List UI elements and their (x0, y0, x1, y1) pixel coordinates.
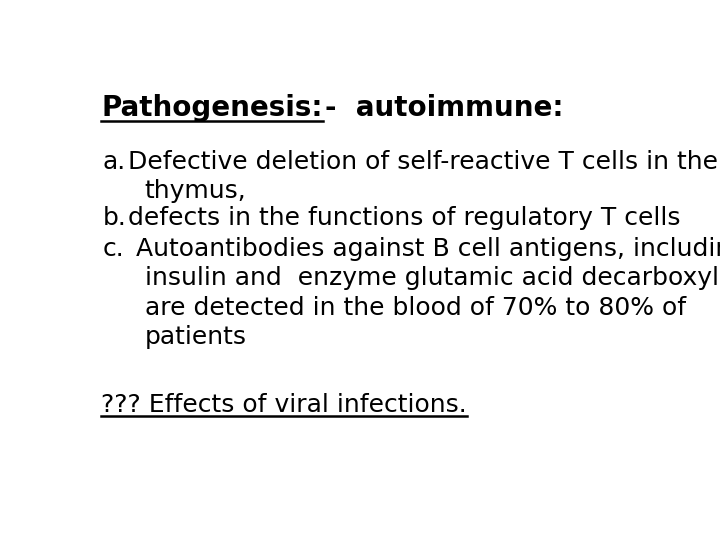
Text: -  autoimmune:: - autoimmune: (325, 94, 564, 122)
Text: thymus,: thymus, (145, 179, 246, 203)
Text: defects in the functions of regulatory T cells: defects in the functions of regulatory T… (128, 206, 680, 230)
Text: c.: c. (102, 238, 124, 261)
Text: Autoantibodies against B cell antigens, including: Autoantibodies against B cell antigens, … (128, 238, 720, 261)
Text: patients: patients (145, 325, 247, 349)
Text: insulin and  enzyme glutamic acid decarboxylase,: insulin and enzyme glutamic acid decarbo… (145, 266, 720, 291)
Text: a.: a. (102, 150, 125, 174)
Text: are detected in the blood of 70% to 80% of: are detected in the blood of 70% to 80% … (145, 295, 686, 320)
Text: Defective deletion of self-reactive T cells in the: Defective deletion of self-reactive T ce… (128, 150, 718, 174)
Text: Pathogenesis:: Pathogenesis: (101, 94, 323, 122)
Text: ??? Effects of viral infections.: ??? Effects of viral infections. (101, 393, 467, 417)
Text: b.: b. (102, 206, 126, 230)
